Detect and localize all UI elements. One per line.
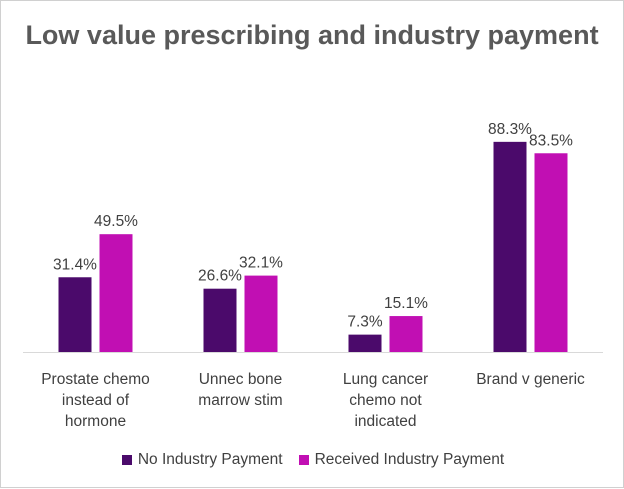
data-label-received-payment-0: 49.5% — [94, 213, 138, 230]
legend-swatch-received-payment — [298, 455, 309, 465]
data-label-no-payment-0: 31.4% — [53, 256, 97, 273]
category-label-3-line-0: Brand v generic — [476, 371, 585, 388]
bar-no-payment-0 — [58, 277, 92, 352]
data-label-no-payment-3: 88.3% — [488, 121, 532, 138]
data-label-received-payment-1: 32.1% — [239, 255, 283, 272]
category-label-0-line-1: instead of — [62, 392, 130, 409]
chart-title: Low value prescribing and industry payme… — [25, 20, 599, 50]
data-label-received-payment-3: 83.5% — [529, 132, 573, 149]
bar-no-payment-3 — [493, 141, 527, 352]
bar-received-payment-0 — [99, 234, 133, 352]
category-label-0-line-0: Prostate chemo — [41, 371, 150, 388]
data-label-no-payment-1: 26.6% — [198, 268, 242, 285]
bar-no-payment-2 — [348, 334, 382, 352]
category-label-0-line-2: hormone — [65, 413, 126, 430]
category-label-2-line-1: chemo not — [349, 392, 422, 409]
bar-received-payment-2 — [389, 316, 423, 352]
legend-swatch-no-payment — [121, 455, 132, 465]
category-label-1-line-0: Unnec bone — [199, 371, 283, 388]
legend-label-received-payment: Received Industry Payment — [314, 451, 505, 468]
data-label-no-payment-2: 7.3% — [347, 314, 383, 331]
legend-label-no-payment: No Industry Payment — [137, 451, 283, 468]
category-label-2-line-2: indicated — [354, 413, 416, 430]
legend-item-received-payment: Received Industry Payment — [298, 451, 505, 469]
category-label-2-line-0: Lung cancer — [343, 371, 428, 388]
bar-received-payment-3 — [534, 153, 568, 352]
bar-received-payment-1 — [244, 275, 278, 352]
category-label-1-line-1: marrow stim — [198, 392, 282, 409]
bar-no-payment-1 — [203, 288, 237, 352]
legend-item-no-payment: No Industry Payment — [121, 451, 283, 469]
data-label-received-payment-2: 15.1% — [384, 295, 428, 312]
chart-legend: No Industry Payment Received Industry Pa… — [1, 451, 624, 469]
